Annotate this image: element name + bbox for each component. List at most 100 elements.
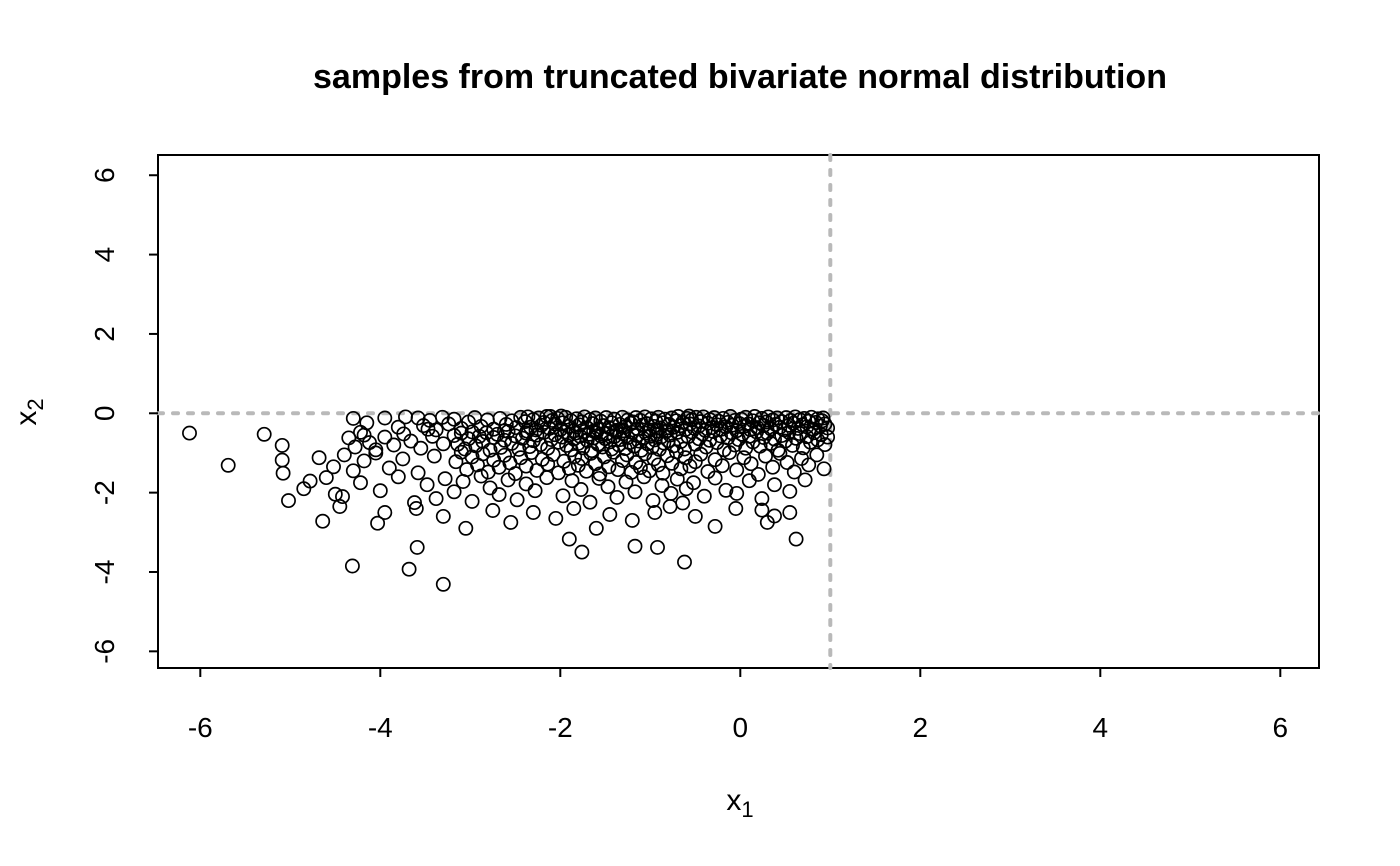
data-point <box>497 447 512 463</box>
data-point <box>347 439 363 455</box>
data-point <box>336 447 352 463</box>
data-point <box>344 558 360 574</box>
data-point <box>782 505 798 520</box>
data-point <box>792 426 808 441</box>
data-point <box>318 470 334 486</box>
data-point <box>600 479 616 495</box>
data-point <box>785 437 800 453</box>
reference-lines <box>156 153 1321 670</box>
data-point <box>482 480 498 496</box>
y-tick-label: -6 <box>89 639 120 664</box>
data-point <box>473 468 489 484</box>
data-point <box>564 473 580 489</box>
data-point <box>627 484 643 500</box>
data-point <box>359 415 375 431</box>
data-point <box>686 475 701 491</box>
y-tick-label: -4 <box>89 560 120 585</box>
data-point <box>401 561 417 577</box>
data-point <box>663 485 679 501</box>
data-point <box>675 495 691 511</box>
data-point <box>754 410 770 426</box>
data-point <box>398 409 413 425</box>
data-points <box>182 408 836 592</box>
data-point <box>801 457 817 473</box>
data-point <box>377 429 393 445</box>
data-point <box>809 447 825 463</box>
data-point <box>256 426 272 442</box>
data-point <box>754 502 770 518</box>
data-point <box>741 473 757 489</box>
x-tick-label: -4 <box>368 712 393 743</box>
data-point <box>788 430 804 446</box>
data-point <box>817 437 833 453</box>
data-point <box>734 426 750 442</box>
data-point <box>581 426 597 442</box>
data-point <box>601 459 617 475</box>
data-point <box>596 449 612 465</box>
data-point <box>356 453 372 469</box>
data-point <box>567 449 583 464</box>
data-point <box>527 483 543 499</box>
data-point <box>561 427 577 443</box>
y-axis: -6 -4 -2 0 2 4 6 <box>89 167 158 664</box>
data-point <box>547 427 563 443</box>
x-tick-label: -6 <box>188 712 213 743</box>
data-point <box>573 482 589 497</box>
data-point <box>566 501 582 516</box>
y-tick-label: 6 <box>89 167 120 183</box>
data-point <box>341 430 357 446</box>
data-point <box>545 447 561 462</box>
data-point <box>588 520 604 536</box>
data-point <box>507 428 523 444</box>
data-point <box>548 510 564 526</box>
data-point <box>722 409 738 424</box>
data-point <box>475 446 491 462</box>
data-point <box>687 508 703 524</box>
data-point <box>815 410 831 426</box>
x-axis: -6 -4 -2 0 2 4 6 <box>188 668 1288 743</box>
data-point <box>767 477 782 493</box>
data-point <box>275 465 291 481</box>
data-point <box>529 427 545 443</box>
data-point <box>356 427 372 443</box>
data-point <box>561 531 577 547</box>
data-point <box>713 428 728 444</box>
data-point <box>410 410 426 426</box>
data-point <box>718 482 734 498</box>
data-point <box>182 425 197 441</box>
data-point <box>645 493 661 509</box>
x-tick-label: 0 <box>733 712 749 743</box>
data-point <box>779 455 795 470</box>
data-point <box>786 464 802 480</box>
data-point <box>765 459 781 475</box>
data-point <box>662 499 678 514</box>
x-tick-label: -2 <box>548 712 573 743</box>
data-point <box>403 433 419 449</box>
data-point <box>591 470 607 486</box>
data-point <box>777 433 793 449</box>
data-point <box>707 470 723 486</box>
x-axis-label-sub: 1 <box>741 797 753 822</box>
data-point <box>413 440 429 456</box>
data-point <box>618 474 634 490</box>
data-point <box>327 486 343 502</box>
data-point <box>806 425 822 441</box>
data-point <box>509 492 525 508</box>
x-tick-label: 6 <box>1273 712 1289 743</box>
data-point <box>524 445 539 461</box>
data-point <box>274 437 290 453</box>
data-point <box>582 494 598 510</box>
data-point <box>525 505 541 520</box>
data-point <box>409 539 425 555</box>
data-point <box>803 434 818 450</box>
data-point <box>377 410 393 426</box>
data-point <box>428 491 444 507</box>
data-point <box>728 501 744 516</box>
data-point <box>410 465 426 481</box>
data-point <box>820 429 836 445</box>
data-point <box>419 477 435 493</box>
data-point <box>632 460 648 476</box>
data-point <box>650 539 665 555</box>
data-point <box>372 483 388 499</box>
